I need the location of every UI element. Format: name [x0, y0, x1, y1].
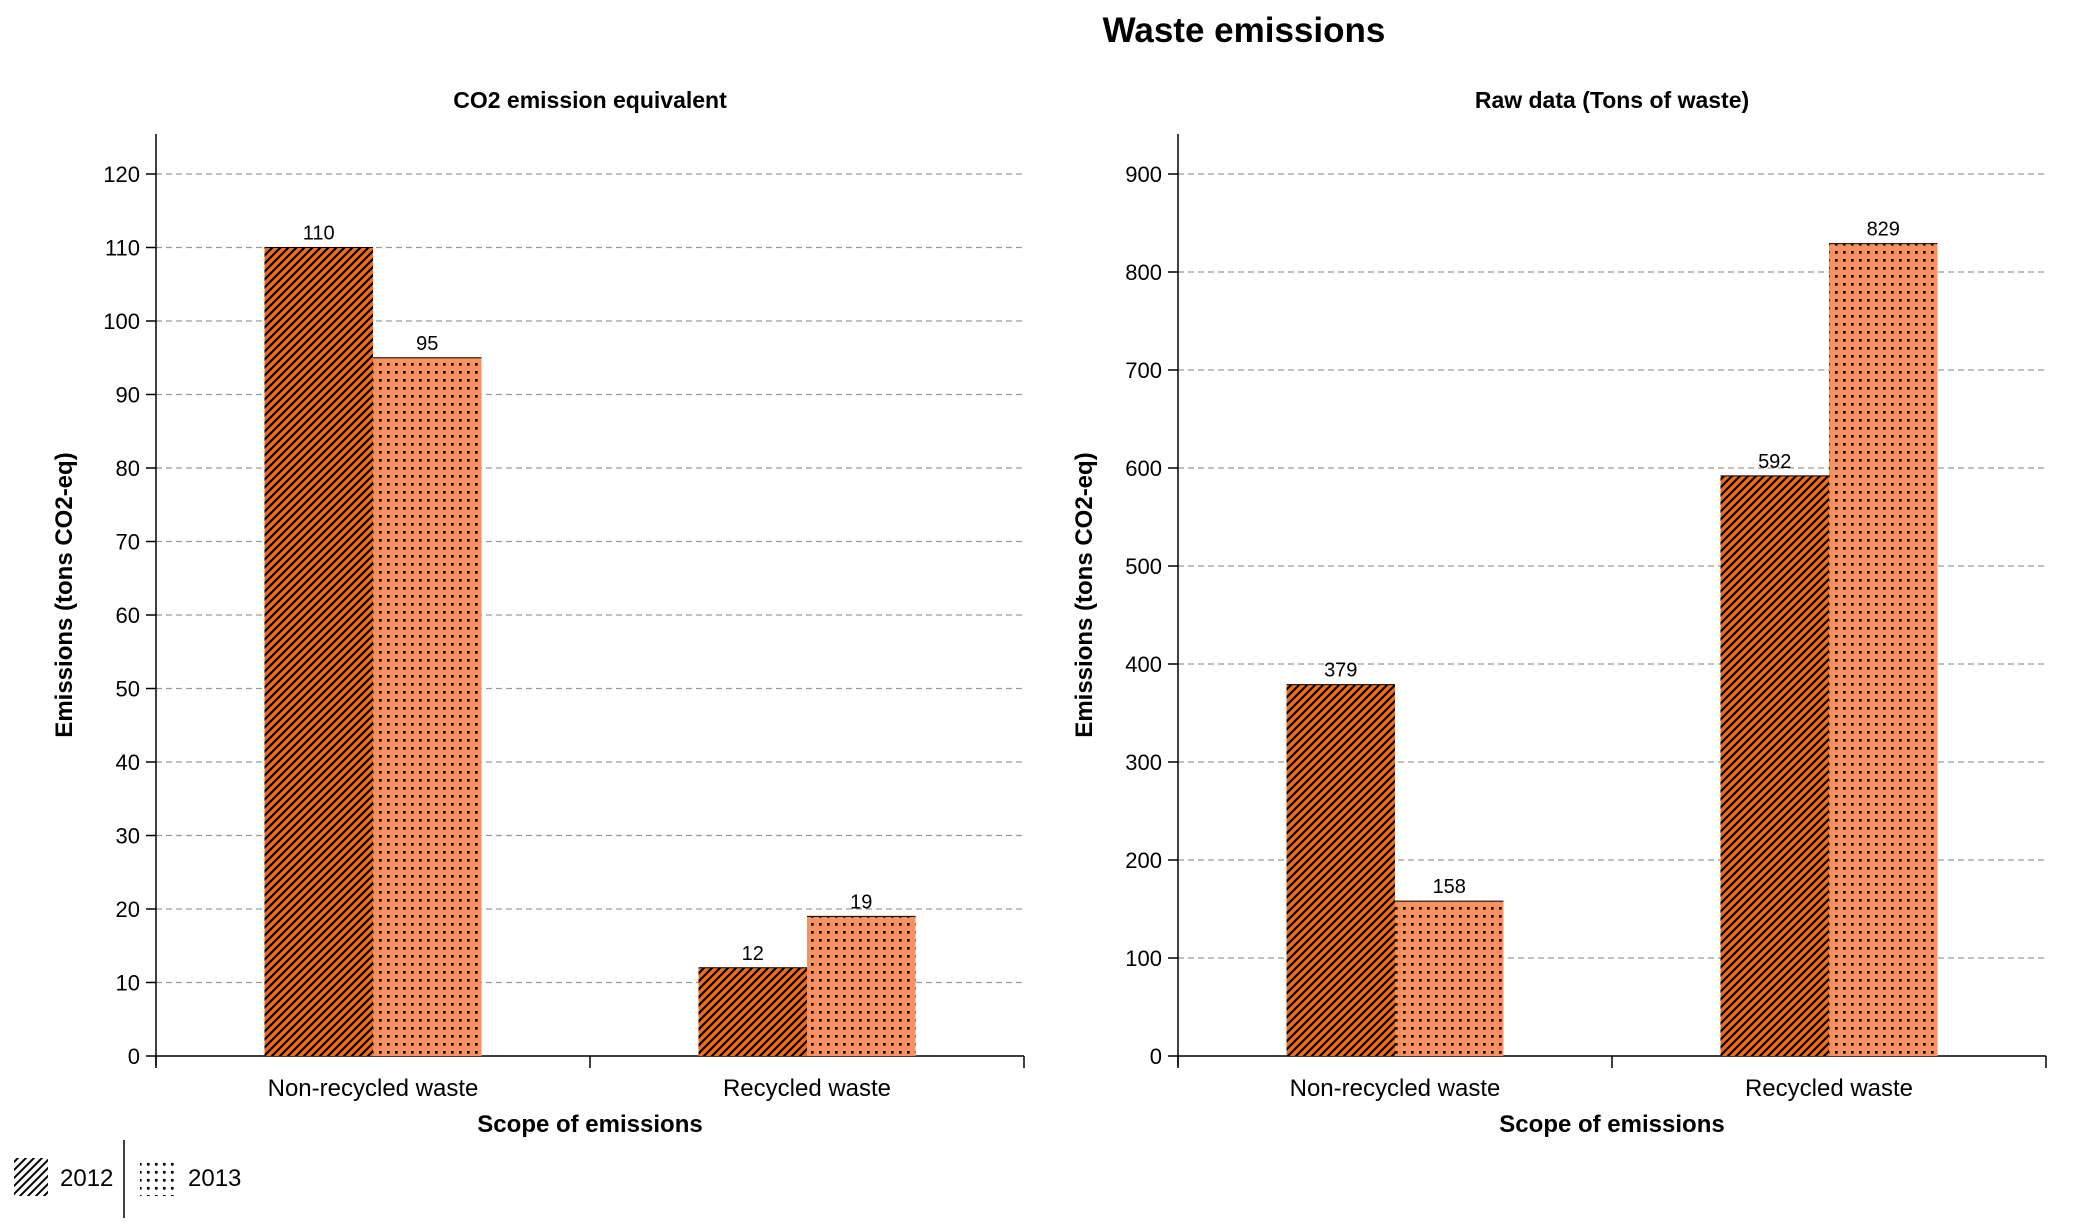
- x-axis-label: Scope of emissions: [1499, 1111, 1724, 1138]
- x-tick-label-recycled-waste: Recycled waste: [723, 1075, 891, 1102]
- bar-non-recycled-waste-2013[interactable]: [1395, 901, 1504, 1056]
- y-tick-label: 120: [103, 162, 140, 187]
- x-tick-label-non-recycled-waste: Non-recycled waste: [268, 1075, 479, 1102]
- y-tick-label: 110: [105, 236, 140, 261]
- data-label-non-recycled-waste-2013: 95: [416, 333, 438, 355]
- y-tick-label: 200: [1125, 848, 1162, 873]
- y-tick-label: 700: [1125, 358, 1162, 383]
- chart-panel-1: 0 10 20 30 40 50 60 70 80 90 100 110 120 Non-recycled…: [51, 87, 1025, 1138]
- y-tick-label: 300: [1125, 750, 1162, 775]
- y-tick-label: 10: [116, 971, 140, 996]
- y-axis-label: Emissions (tons CO2-eq): [51, 452, 78, 737]
- data-label-recycled-waste-2012: 12: [742, 943, 764, 965]
- legend-swatch-2012: [14, 1158, 48, 1196]
- data-label-recycled-waste-2012: 592: [1758, 451, 1791, 473]
- bar-non-recycled-waste-2013[interactable]: [373, 357, 482, 1056]
- legend-label-2013: 2013: [188, 1165, 241, 1192]
- y-tick-label: 70: [116, 530, 140, 555]
- bar-recycled-waste-2013[interactable]: [1829, 243, 1938, 1056]
- data-label-non-recycled-waste-2012: 110: [303, 223, 335, 245]
- y-tick-label: 20: [116, 897, 140, 922]
- legend: 2012 2013: [14, 1140, 241, 1218]
- y-tick-label: 800: [1125, 260, 1162, 285]
- y-tick-label: 500: [1125, 554, 1162, 579]
- data-label-non-recycled-waste-2012: 379: [1324, 660, 1357, 682]
- chart-panels: 0102030405060708090100110120Non-recycled…: [51, 87, 2047, 1138]
- y-axis-label: Emissions (tons CO2-eq): [1071, 452, 1098, 737]
- bar-non-recycled-waste-2012[interactable]: [264, 247, 374, 1057]
- y-tick-label: 400: [1125, 652, 1162, 677]
- data-label-recycled-waste-2013: 829: [1867, 219, 1900, 241]
- x-tick-label-recycled-waste: Recycled waste: [1745, 1075, 1913, 1102]
- bar-recycled-waste-2013[interactable]: [807, 916, 916, 1056]
- legend-swatch-2013: [140, 1158, 176, 1196]
- x-tick-label-non-recycled-waste: Non-recycled waste: [1290, 1075, 1501, 1102]
- legend-label-2012: 2012: [60, 1165, 113, 1192]
- y-tick-label: 90: [116, 383, 140, 408]
- legend-item-2012[interactable]: 2012: [14, 1158, 113, 1196]
- y-tick-label: 100: [103, 309, 140, 334]
- panel-title: CO2 emission equivalent: [453, 87, 727, 113]
- data-label-recycled-waste-2013: 19: [850, 891, 872, 913]
- bar-non-recycled-waste-2012[interactable]: [1286, 684, 1396, 1056]
- y-tick-label: 80: [116, 456, 140, 481]
- y-tick-label: 600: [1125, 456, 1162, 481]
- y-tick-label: 30: [116, 824, 140, 849]
- y-tick-label: 0: [128, 1044, 140, 1069]
- data-label-non-recycled-waste-2013: 158: [1433, 876, 1466, 898]
- y-tick-label: 0: [1150, 1044, 1162, 1069]
- legend-item-2013[interactable]: 2013: [140, 1158, 241, 1196]
- y-tick-label: 900: [1125, 162, 1162, 187]
- panel-title: Raw data (Tons of waste): [1475, 87, 1749, 113]
- bar-recycled-waste-2012[interactable]: [698, 967, 808, 1056]
- y-tick-label: 60: [116, 603, 140, 628]
- bar-recycled-waste-2012[interactable]: [1720, 475, 1830, 1057]
- y-tick-label: 40: [116, 750, 140, 775]
- chart-panel-2: 0 100 200 300 400 500 600 700 800 900 Non-recycled…: [1071, 87, 2047, 1138]
- y-tick-label: 50: [116, 677, 140, 702]
- x-axis-label: Scope of emissions: [477, 1111, 702, 1138]
- y-tick-label: 100: [1125, 946, 1162, 971]
- chart-main-title: Waste emissions: [1103, 11, 1386, 50]
